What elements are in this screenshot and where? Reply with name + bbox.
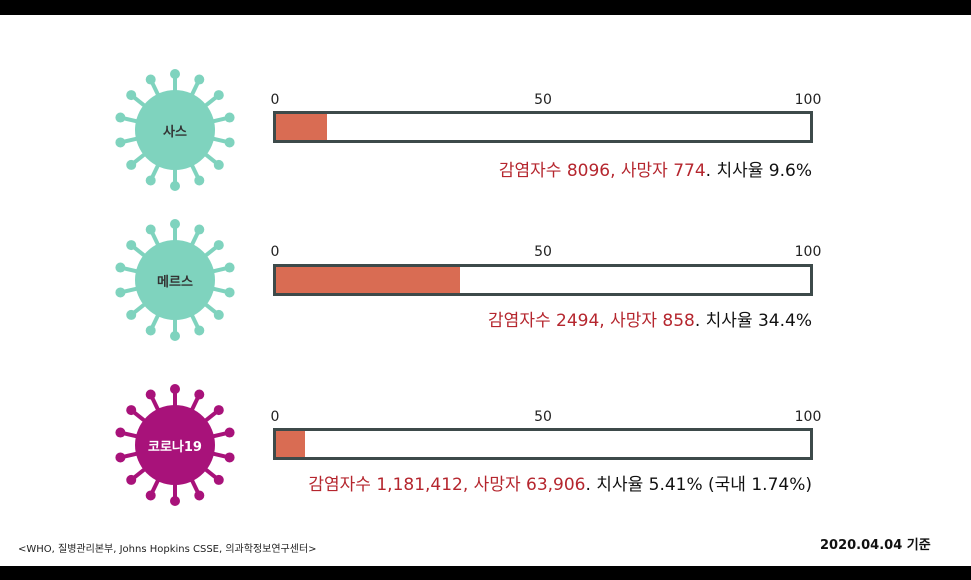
rate-text: . 치사율 5.41% (국내 1.74%) [585, 475, 813, 495]
virus-spike-tip [224, 287, 235, 298]
virus-body [135, 90, 215, 170]
tick-label: 50 [534, 409, 552, 425]
rate-text: . 치사율 34.4% [694, 311, 812, 331]
cases-text: 감염자수 8096, 사망자 774 [498, 161, 706, 181]
bar-fill [276, 431, 305, 457]
virus-spike-tip [194, 74, 205, 85]
virus-spike-tip [224, 427, 235, 438]
stat-text: 감염자수 1,181,412, 사망자 63,906. 치사율 5.41% (국… [308, 470, 812, 495]
virus-spike-tip [213, 159, 224, 170]
virus-label: 사스 [163, 124, 187, 140]
tick-label: 100 [794, 244, 822, 260]
virus-spike-tip [224, 452, 235, 463]
virus-spike-tip [126, 309, 137, 320]
bar-track [273, 111, 813, 143]
virus-spike-tip [145, 490, 156, 501]
virus-spike-tip [115, 137, 126, 148]
virus-spike-tip [194, 175, 205, 186]
tick-label: 0 [270, 244, 280, 260]
virus-spike-tip [145, 389, 156, 400]
virus-spike-tip [170, 331, 180, 341]
virus-spike-tip [170, 181, 180, 191]
tick-label: 0 [270, 92, 280, 108]
bar-track [273, 428, 813, 460]
virus-spike-tip [224, 112, 235, 123]
virus-spike-tip [194, 389, 205, 400]
tick-label: 100 [794, 409, 822, 425]
virus-spike-tip [126, 240, 137, 251]
virus-spike-tip [213, 474, 224, 485]
bar-track [273, 264, 813, 296]
virus-spike-tip [115, 427, 126, 438]
virus-icon-covid19: 코로나19 [110, 380, 240, 510]
virus-spike-tip [145, 175, 156, 186]
virus-label: 코로나19 [148, 439, 202, 455]
virus-spike-tip [126, 90, 137, 101]
virus-spike-tip [145, 325, 156, 336]
virus-spike-tip [170, 496, 180, 506]
virus-spike-tip [194, 224, 205, 235]
virus-spike-tip [115, 452, 126, 463]
virus-spike-tip [213, 240, 224, 251]
virus-spike-tip [126, 405, 137, 416]
virus-spike-tip [170, 384, 180, 394]
date-note: 2020.04.04 기준 [820, 538, 931, 553]
tick-label: 50 [534, 92, 552, 108]
virus-icon-sars: 사스 [110, 65, 240, 195]
virus-spike-tip [224, 137, 235, 148]
virus-spike-tip [115, 287, 126, 298]
virus-spike-tip [145, 224, 156, 235]
source-note: <WHO, 질병관리본부, Johns Hopkins CSSE, 의과학정보연… [18, 544, 317, 555]
virus-spike-tip [170, 69, 180, 79]
virus-spike-tip [115, 262, 126, 273]
slide: 사스 0 50 100 감염자수 8096, 사망자 774. 치사율 9.6%… [0, 15, 971, 566]
tick-label: 0 [270, 409, 280, 425]
tick-label: 50 [534, 244, 552, 260]
virus-spike-tip [115, 112, 126, 123]
tick-label: 100 [794, 92, 822, 108]
virus-body [135, 240, 215, 320]
virus-spike-tip [126, 474, 137, 485]
virus-spike-tip [213, 405, 224, 416]
virus-label: 메르스 [157, 274, 193, 290]
virus-spike-tip [145, 74, 156, 85]
virus-body [135, 405, 215, 485]
virus-spike-tip [224, 262, 235, 273]
virus-spike-tip [194, 490, 205, 501]
chart-row-mers: 메르스 0 50 100 감염자수 2494, 사망자 858. 치사율 34.… [0, 215, 971, 345]
virus-spike-tip [170, 219, 180, 229]
bar-fill [276, 114, 328, 140]
bar-fill [276, 267, 460, 293]
cases-text: 감염자수 1,181,412, 사망자 63,906 [308, 475, 586, 495]
virus-icon-mers: 메르스 [110, 215, 240, 345]
virus-spike-tip [194, 325, 205, 336]
cases-text: 감염자수 2494, 사망자 858 [488, 311, 695, 331]
stat-text: 감염자수 2494, 사망자 858. 치사율 34.4% [488, 306, 812, 331]
chart-row-covid19: 코로나19 0 50 100 감염자수 1,181,412, 사망자 63,90… [0, 380, 971, 510]
virus-spike-tip [213, 90, 224, 101]
stat-text: 감염자수 8096, 사망자 774. 치사율 9.6% [499, 156, 812, 181]
virus-spike-tip [213, 309, 224, 320]
virus-spike-tip [126, 159, 137, 170]
chart-row-sars: 사스 0 50 100 감염자수 8096, 사망자 774. 치사율 9.6% [0, 65, 971, 195]
rate-text: . 치사율 9.6% [705, 161, 812, 181]
